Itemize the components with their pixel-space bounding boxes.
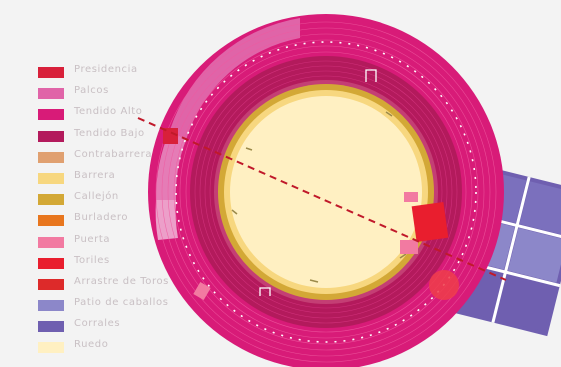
legend-swatch (38, 172, 64, 184)
legend-label: Corrales (74, 318, 121, 330)
legend-swatch (38, 67, 64, 78)
legend-label: Ruedo (74, 339, 109, 351)
legend-label: Tendido Bajo (74, 127, 145, 139)
legend-swatch (38, 130, 64, 142)
legend-label: Puerta (74, 233, 111, 245)
legend-swatch (38, 88, 64, 100)
legend-swatch (38, 300, 64, 312)
legend-swatch (38, 342, 64, 354)
legend-swatch (38, 278, 64, 290)
ruedo (230, 96, 422, 288)
legend-label: Tendido Alto (74, 106, 143, 118)
legend-swatch (38, 215, 64, 227)
arrastre-de-toros (429, 270, 459, 300)
legend-swatch (38, 109, 64, 121)
legend-label: Barrera (74, 169, 116, 181)
legend-label: Arrastre de Toros (74, 275, 169, 287)
legend-label: Contrabarrera (74, 148, 153, 160)
legend-swatch (38, 194, 64, 206)
presidencia (163, 128, 178, 144)
legend-swatch (38, 257, 64, 269)
legend-label: Palcos (74, 85, 109, 97)
legend-label: Toriles (74, 254, 110, 266)
toriles (411, 201, 449, 243)
legend-swatch (38, 151, 64, 163)
legend-label: Presidencia (74, 64, 138, 75)
legend-swatch (38, 321, 64, 333)
legend-swatch (38, 236, 64, 248)
seat-rows (155, 21, 497, 363)
legend-label: Callejón (74, 191, 119, 203)
burladeros (231, 111, 407, 283)
puerta (404, 192, 418, 202)
palcos (170, 18, 300, 140)
legend-label: Patio de caballos (74, 297, 169, 309)
legend-label: Burladero (74, 212, 129, 224)
